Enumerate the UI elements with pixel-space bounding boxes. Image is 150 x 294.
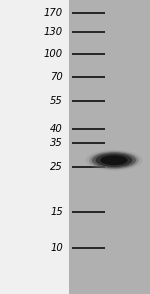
Ellipse shape [100,155,128,165]
Ellipse shape [92,152,136,168]
Text: 70: 70 [50,72,63,82]
Text: 100: 100 [44,49,63,59]
Ellipse shape [96,153,132,167]
Ellipse shape [89,151,139,169]
Bar [69,0,150,294]
Text: 170: 170 [44,8,63,18]
Text: 15: 15 [50,207,63,217]
Text: 40: 40 [50,124,63,134]
Bar [0,0,69,294]
Ellipse shape [86,150,142,171]
Text: 35: 35 [50,138,63,148]
Text: 10: 10 [50,243,63,253]
Text: 55: 55 [50,96,63,106]
Text: 25: 25 [50,162,63,172]
Text: 130: 130 [44,27,63,37]
